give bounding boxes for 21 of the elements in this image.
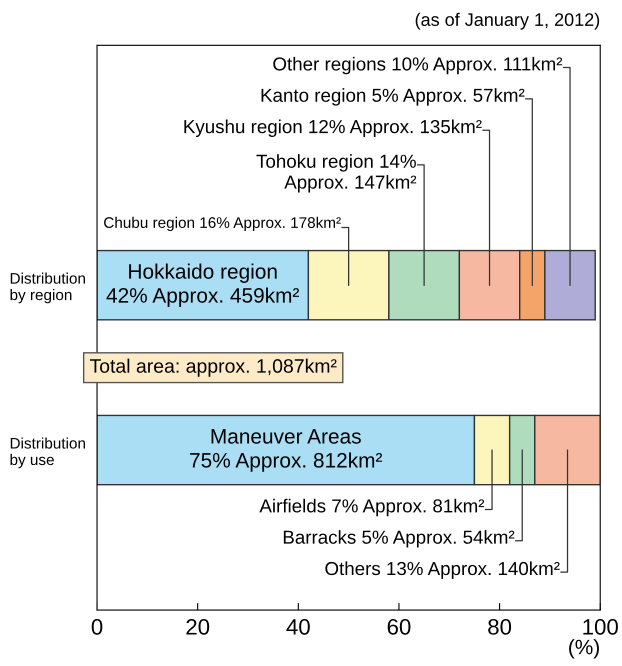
x-axis-title: (%) bbox=[569, 639, 599, 659]
x-tick-label: 0 bbox=[92, 618, 102, 635]
text: Other regions 10% Approx. 111km² bbox=[273, 56, 562, 74]
x-tick-label: 80 bbox=[488, 618, 512, 635]
x-tick-label: 60 bbox=[388, 618, 410, 635]
chart-title: (as of January 1, 2012) bbox=[416, 12, 600, 30]
x-tick-label: 100 bbox=[583, 618, 618, 635]
text: Kanto region 5% Approx. 57km² bbox=[262, 88, 524, 106]
text: Others 13% Approx. 140km² bbox=[325, 561, 560, 579]
y-tick-label: Distribution by region bbox=[10, 272, 85, 304]
annotation: Maneuver Areas 75% Approx. 812km² bbox=[190, 429, 382, 472]
y-tick-label: Distribution by use bbox=[10, 437, 85, 468]
annotation: Chubu region 16% Approx. 178km² bbox=[104, 216, 341, 232]
x-tick-label: 20 bbox=[186, 618, 210, 635]
x-tick-label: 40 bbox=[286, 618, 310, 635]
annotation: Total area: approx. 1,087km² bbox=[90, 358, 337, 377]
annotation: Hokkaido region 42% Approx. 459km² bbox=[106, 264, 300, 307]
text: Tohoku region 14% Approx. 147km² bbox=[256, 154, 416, 192]
annotation: Barracks 5% Approx. 54km² bbox=[284, 530, 514, 548]
text: Kyushu region 12% Approx. 135km² bbox=[184, 119, 482, 137]
annotation: Airfields 7% Approx. 81km² bbox=[259, 498, 484, 516]
